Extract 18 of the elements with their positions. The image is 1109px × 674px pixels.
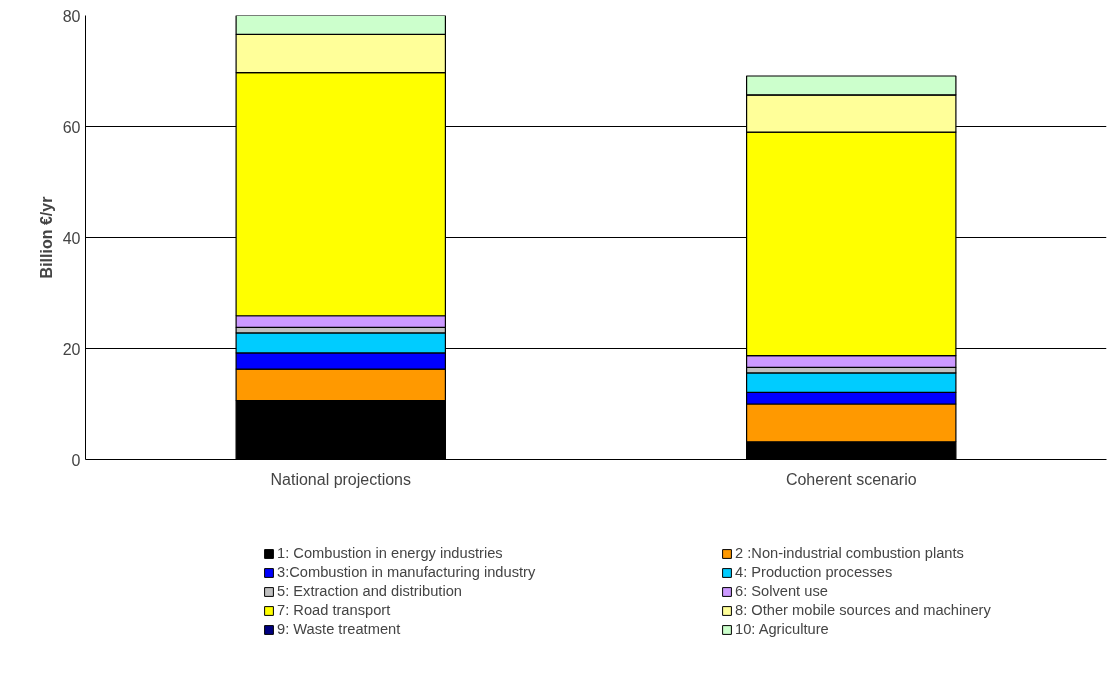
legend-label: 7: Road transport <box>277 601 391 619</box>
legend-label: 4: Production processes <box>735 563 893 581</box>
y-tick-label: 60 <box>62 118 81 136</box>
legend-label: 10: Agriculture <box>735 620 829 638</box>
legend-label: 5: Extraction and distribution <box>277 582 462 600</box>
legend-label: 8: Other mobile sources and machinery <box>735 601 991 619</box>
legend-label: 3:Combustion in manufacturing industry <box>277 563 536 581</box>
legend-label: 2 :Non-industrial combustion plants <box>735 544 964 562</box>
y-tick-label: 40 <box>62 229 81 247</box>
legend-label: 9: Waste treatment <box>277 620 401 638</box>
legend-label: 1: Combustion in energy industries <box>277 544 503 562</box>
y-tick-label: 20 <box>62 340 81 358</box>
y-tick-label: 0 <box>71 451 81 469</box>
x-tick-label: Coherent scenario <box>785 470 917 488</box>
legend-label: 6: Solvent use <box>735 582 828 600</box>
y-tick-label: 80 <box>62 7 81 25</box>
x-tick-label: National projections <box>270 470 412 488</box>
y-axis-title: Billion €/yr <box>37 196 55 279</box>
